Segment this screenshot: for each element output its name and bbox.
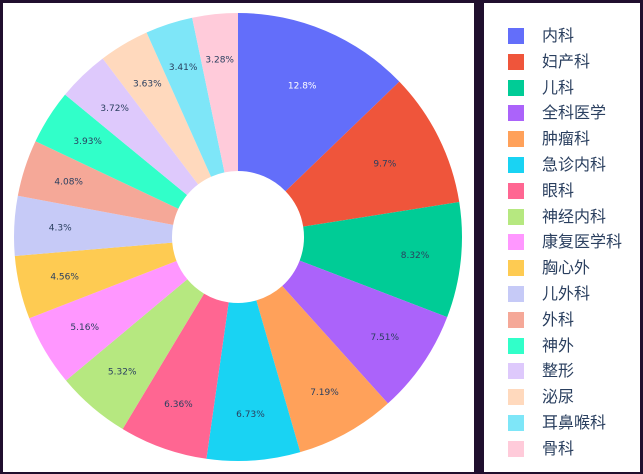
legend-item-12[interactable]: 外科 [484, 307, 640, 333]
legend-swatch [508, 156, 524, 173]
legend-swatch [508, 53, 524, 70]
slice-label-14: 3.72% [100, 104, 129, 114]
slice-label-7: 6.36% [164, 400, 193, 410]
legend-item-10[interactable]: 胸心外 [484, 255, 640, 281]
pie-slice-5[interactable] [256, 286, 388, 453]
pie-slice-3[interactable] [299, 201, 463, 318]
legend-item-13[interactable]: 神外 [484, 333, 640, 359]
legend-label: 胸心外 [542, 258, 591, 278]
pie-slice-14[interactable] [65, 58, 199, 196]
slice-label-4: 7.51% [370, 333, 399, 343]
legend-label: 妇产科 [542, 51, 591, 71]
legend-label: 骨科 [542, 438, 575, 458]
pie-slice-13[interactable] [35, 94, 188, 209]
legend-label: 内科 [542, 26, 575, 45]
legend-swatch [508, 363, 524, 380]
legend-item-6[interactable]: 急诊内科 [484, 152, 640, 178]
slice-label-1: 12.8% [288, 82, 317, 92]
pie-slice-6[interactable] [206, 300, 301, 461]
legend-label: 儿外科 [542, 283, 591, 303]
legend-swatch [508, 311, 524, 328]
legend-item-16[interactable]: 耳鼻喉科 [484, 410, 640, 436]
legend-swatch [508, 285, 524, 302]
legend-label: 康复医学科 [542, 232, 623, 252]
pie-slice-12[interactable] [17, 141, 179, 225]
slice-label-12: 4.08% [54, 178, 83, 188]
pie-slice-1[interactable] [238, 13, 400, 192]
slice-label-13: 3.93% [73, 137, 102, 147]
legend-swatch [508, 131, 524, 148]
legend-swatch [508, 28, 524, 44]
legend-item-8[interactable]: 神经内科 [484, 204, 640, 230]
slice-label-3: 8.32% [401, 251, 430, 261]
legend-swatch [508, 182, 524, 199]
legend-swatch [508, 260, 524, 277]
slice-label-5: 7.19% [310, 388, 339, 398]
legend-label: 神经内科 [542, 206, 607, 226]
legend-label: 急诊内科 [542, 154, 607, 174]
slice-label-17: 3.28% [205, 55, 234, 65]
legend-swatch [508, 440, 524, 457]
legend-swatch [508, 105, 524, 122]
legend-label: 儿科 [542, 77, 575, 97]
labels-group: 12.8% 9.7% 8.32% 7.51% 7.19% 6.73% 6.36% 5.32% 5… [49, 55, 430, 420]
legend-label: 全科医学 [542, 103, 607, 123]
legend-item-3[interactable]: 儿科 [484, 75, 640, 101]
pie-slice-16[interactable] [146, 17, 225, 177]
legend-item-15[interactable]: 泌尿 [484, 384, 640, 410]
pie-slice-11[interactable] [13, 195, 174, 256]
legend-label: 整形 [542, 361, 575, 381]
legend-label: 神外 [542, 335, 575, 355]
legend-item-5[interactable]: 肿瘤科 [484, 126, 640, 152]
legend-label: 耳鼻喉科 [542, 412, 607, 432]
pie-slice-7[interactable] [122, 293, 229, 459]
pie-slice-8[interactable] [66, 279, 205, 430]
legend-label: 外科 [542, 309, 575, 329]
pie-slice-15[interactable] [102, 32, 212, 185]
legend-label: 肿瘤科 [542, 129, 591, 149]
slice-label-2: 9.7% [373, 159, 396, 169]
pie-slice-17[interactable] [192, 13, 238, 173]
legend-swatch [508, 414, 524, 431]
legend-swatch [508, 208, 524, 225]
legend-item-1[interactable]: 内科 [484, 23, 640, 49]
legend-item-7[interactable]: 眼科 [484, 178, 640, 204]
pie-slice-9[interactable] [29, 260, 188, 381]
donut-chart: 12.8% 9.7% 8.32% 7.51% 7.19% 6.73% 6.36% 5.32% 5… [13, 13, 463, 461]
legend: 内科妇产科儿科全科医学肿瘤科急诊内科眼科神经内科康复医学科胸心外儿外科外科神外整… [484, 3, 640, 472]
slice-label-6: 6.73% [236, 410, 265, 420]
pie-slice-4[interactable] [282, 260, 448, 404]
pie-slice-2[interactable] [285, 81, 460, 227]
legend-label: 泌尿 [542, 387, 575, 407]
legend-item-2[interactable]: 妇产科 [484, 49, 640, 75]
slice-label-9: 5.16% [70, 323, 99, 333]
slice-label-8: 5.32% [108, 368, 137, 378]
legend-label: 眼科 [542, 180, 575, 200]
slice-label-10: 4.56% [50, 273, 79, 283]
legend-item-14[interactable]: 整形 [484, 358, 640, 384]
legend-item-11[interactable]: 儿外科 [484, 281, 640, 307]
legend-item-4[interactable]: 全科医学 [484, 100, 640, 126]
slices-group [13, 13, 463, 461]
slice-label-15: 3.63% [133, 79, 162, 89]
pie-slice-10[interactable] [14, 242, 177, 319]
legend-item-9[interactable]: 康复医学科 [484, 229, 640, 255]
legend-swatch [508, 337, 524, 354]
slice-label-16: 3.41% [169, 63, 198, 73]
legend-swatch [508, 389, 524, 406]
legend-swatch [508, 79, 524, 96]
legend-item-17[interactable]: 骨科 [484, 436, 640, 462]
slice-label-11: 4.3% [49, 224, 72, 234]
chart-panel: 12.8% 9.7% 8.32% 7.51% 7.19% 6.73% 6.36% 5.32% 5… [3, 3, 474, 472]
legend-swatch [508, 234, 524, 251]
